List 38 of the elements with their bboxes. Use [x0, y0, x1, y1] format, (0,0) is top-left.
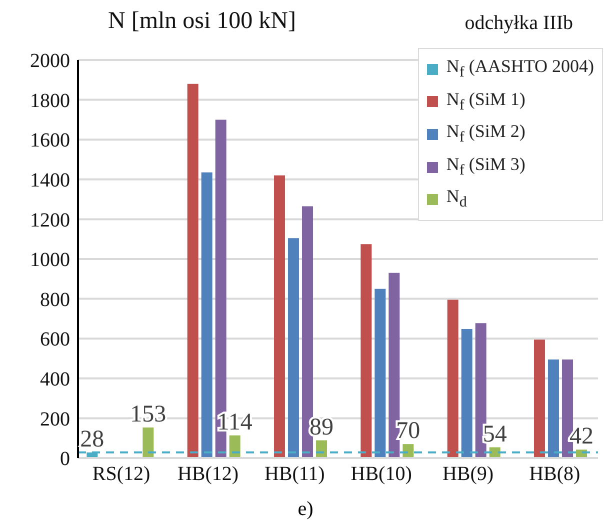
y-tick-label: 1200 — [30, 209, 70, 232]
legend-label: N$_{f}$ (SiM 3) — [446, 152, 526, 180]
x-tick-label: HB(11) — [264, 463, 325, 486]
y-tick-label: 1600 — [30, 130, 70, 152]
data-label: 153 — [130, 402, 166, 428]
y-tick-label: 800 — [40, 288, 70, 311]
y-tick-label: 1400 — [30, 170, 70, 192]
bar — [548, 359, 559, 458]
bar — [447, 300, 458, 458]
bar — [187, 84, 198, 458]
bar — [374, 288, 386, 458]
y-tick-label: 1800 — [30, 90, 70, 112]
x-tick-label: HB(8) — [529, 463, 580, 486]
bar — [274, 175, 285, 458]
data-label: 28 — [80, 426, 104, 452]
y-axis-title: N [mln osi 100 kN] — [108, 8, 296, 35]
bar — [534, 340, 545, 458]
x-tick-label: HB(12) — [177, 463, 239, 486]
bar — [288, 238, 299, 458]
y-tick-label: 1000 — [30, 249, 70, 272]
bar — [201, 172, 212, 458]
legend-label: N$_{f}$ (AASHTO 2004) — [446, 55, 594, 83]
x-tick-label: HB(9) — [442, 463, 494, 486]
y-tick-label: 0 — [60, 448, 70, 470]
y-tick-label: 600 — [40, 328, 70, 351]
y-tick-label: 2000 — [30, 50, 70, 72]
text: e) — [296, 498, 314, 521]
x-tick-label: RS(12) — [92, 463, 150, 486]
legend-label: N$_{f}$ (SiM 1) — [446, 88, 526, 116]
y-tick-label: 400 — [40, 368, 70, 390]
bar — [142, 428, 154, 458]
legend-label: N$_{d}$ — [446, 185, 467, 213]
bar — [360, 244, 372, 458]
x-tick-label: HB(10) — [350, 463, 412, 486]
chart-title: odchyłka IIIb — [464, 12, 573, 35]
y-tick-label: 200 — [40, 408, 70, 430]
legend-label: N$_{f}$ (SiM 2) — [446, 120, 526, 148]
bar — [461, 329, 472, 458]
